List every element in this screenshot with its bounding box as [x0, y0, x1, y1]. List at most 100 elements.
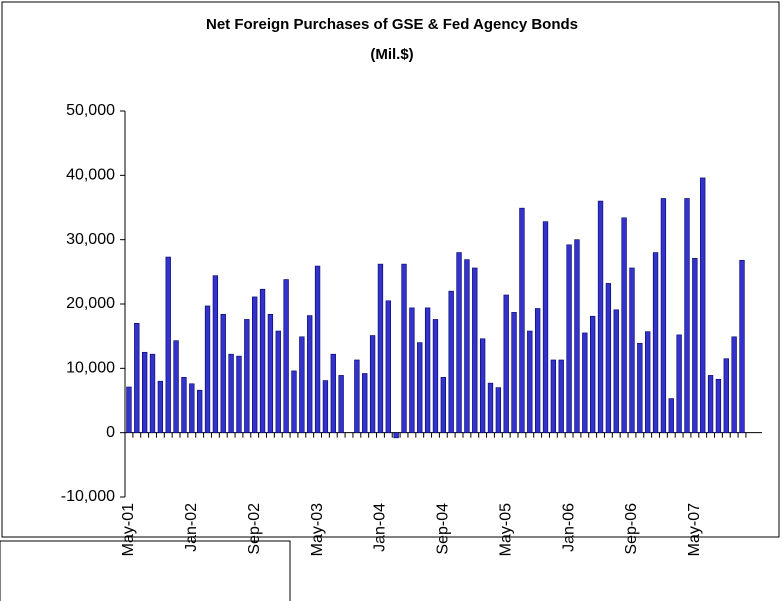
bar	[409, 307, 415, 433]
bar	[330, 353, 336, 433]
bar	[629, 267, 635, 433]
bar	[448, 290, 454, 433]
bar	[299, 336, 305, 433]
x-tick-label: Sep-02	[246, 503, 263, 555]
bar	[141, 351, 148, 433]
bar	[385, 300, 391, 433]
bar	[495, 387, 502, 433]
x-tick-label: May-01	[120, 503, 137, 556]
bar	[189, 383, 195, 433]
bar	[393, 432, 399, 439]
bar	[613, 309, 619, 433]
bar	[487, 382, 494, 433]
bar	[652, 252, 659, 433]
bar	[417, 342, 423, 433]
y-tick-label: 10,000	[66, 360, 115, 377]
bar	[503, 294, 509, 433]
bar	[574, 239, 580, 433]
y-tick-label: 20,000	[66, 295, 115, 312]
bar	[181, 377, 187, 433]
bar	[621, 217, 627, 433]
bar	[464, 259, 470, 433]
bar	[660, 198, 667, 433]
x-tick-label: May-05	[497, 503, 514, 556]
bar	[291, 370, 297, 433]
bar	[432, 319, 439, 433]
bar	[637, 342, 643, 433]
bar	[550, 359, 557, 433]
chart-subtitle: (Mil.$)	[370, 46, 413, 63]
bar	[472, 267, 478, 433]
x-tick-label: Jan-06	[560, 503, 577, 552]
bar	[424, 307, 431, 433]
bar	[212, 275, 219, 433]
bar	[134, 322, 140, 433]
bar	[590, 315, 596, 433]
bar	[684, 198, 690, 433]
bar	[479, 338, 486, 433]
bar	[700, 177, 706, 433]
x-tick-label: May-07	[686, 503, 703, 556]
bar	[456, 252, 462, 433]
bar	[259, 288, 266, 433]
y-tick-label: 30,000	[66, 231, 115, 248]
bar	[267, 313, 274, 433]
bar	[275, 330, 281, 433]
bar	[157, 380, 164, 433]
bar	[715, 378, 722, 433]
bar	[322, 380, 329, 433]
bar	[165, 256, 171, 433]
bar	[597, 200, 604, 433]
bar	[558, 359, 564, 433]
bar	[173, 340, 179, 433]
chart-frame	[1, 1, 780, 538]
bar	[283, 279, 289, 433]
x-tick-label: Sep-04	[435, 503, 452, 555]
x-tick-label: May-03	[309, 503, 326, 556]
bar	[527, 330, 533, 433]
bar	[307, 315, 313, 433]
bar	[731, 336, 737, 433]
bar	[362, 373, 368, 433]
y-tick-label: 40,000	[66, 167, 115, 184]
legend-box	[0, 540, 291, 601]
bar	[692, 258, 698, 433]
bar	[220, 313, 226, 433]
bar	[605, 283, 612, 433]
bar	[244, 319, 250, 433]
bar	[534, 308, 541, 433]
bar	[401, 263, 407, 433]
bar	[645, 331, 651, 433]
bar	[440, 377, 446, 433]
bar	[668, 398, 674, 433]
x-tick-label: Jan-02	[183, 503, 200, 552]
bar	[542, 221, 549, 433]
bar	[126, 386, 132, 433]
bar	[582, 332, 588, 433]
bar	[354, 359, 360, 433]
x-tick-label: Sep-06	[623, 503, 640, 555]
bar	[707, 375, 714, 433]
bar	[377, 263, 384, 433]
y-tick-label: -10,000	[61, 488, 115, 505]
bar	[252, 296, 258, 433]
bar	[204, 305, 211, 433]
bar	[369, 335, 376, 433]
bar	[236, 355, 242, 433]
y-tick-label: 0	[106, 424, 115, 441]
bar	[197, 389, 203, 433]
bar	[566, 244, 572, 433]
x-tick-label: Jan-04	[372, 503, 389, 552]
chart-title: Net Foreign Purchases of GSE & Fed Agenc…	[206, 16, 578, 33]
bar	[338, 375, 344, 433]
bar	[314, 265, 321, 433]
bar	[739, 259, 745, 433]
bar	[723, 358, 729, 433]
bar	[511, 312, 517, 433]
bar	[149, 353, 156, 433]
bar	[676, 334, 682, 433]
y-tick-label: 50,000	[66, 102, 115, 119]
bar	[519, 207, 525, 433]
bar	[228, 353, 234, 433]
